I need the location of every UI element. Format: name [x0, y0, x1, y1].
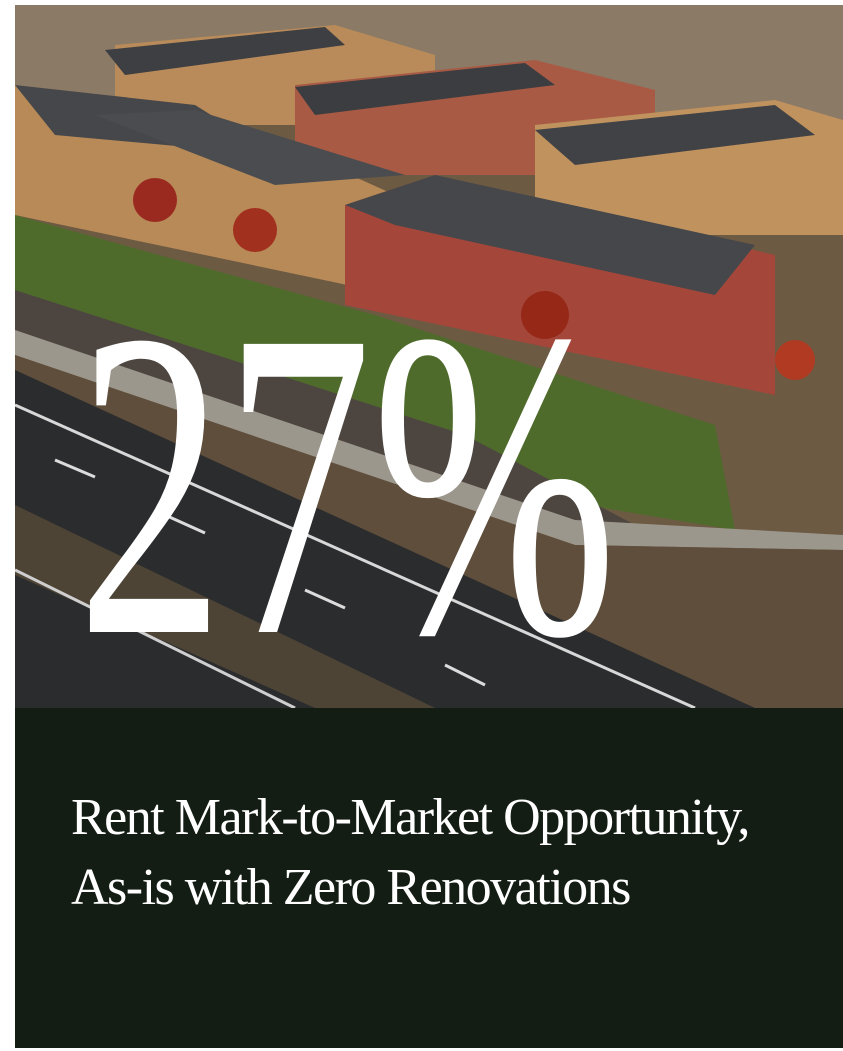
stat-card: 27% Rent Mark-to-Market Opportunity, As-… — [15, 5, 843, 1048]
page: 27% Rent Mark-to-Market Opportunity, As-… — [0, 0, 843, 1051]
photo: 27% — [15, 5, 843, 708]
caption: Rent Mark-to-Market Opportunity, As-is w… — [71, 783, 751, 923]
tree — [775, 340, 815, 380]
stat-value: 27% — [77, 241, 617, 708]
tree — [133, 178, 177, 222]
